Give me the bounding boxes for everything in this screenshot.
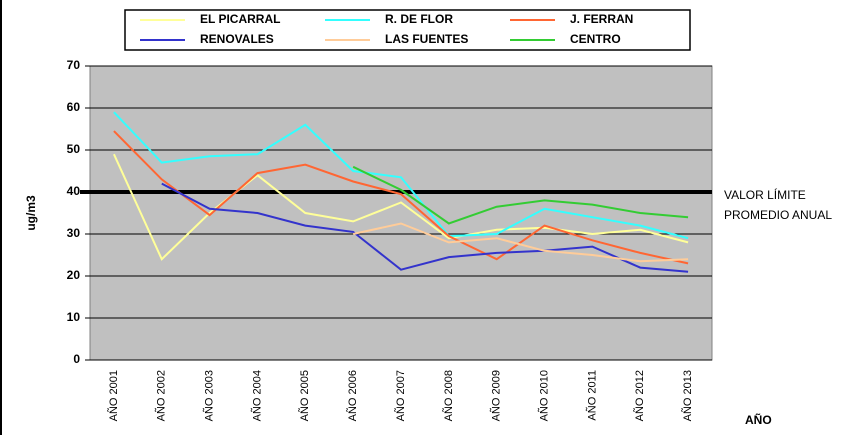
x-tick-label: AÑO 2011 xyxy=(585,370,598,421)
legend-label: J. FERRAN xyxy=(570,12,633,26)
annotation: VALOR LÍMITE xyxy=(724,187,806,202)
legend-label: CENTRO xyxy=(570,32,621,46)
x-tick-label: AÑO 2006 xyxy=(346,370,359,421)
series-line xyxy=(113,153,689,261)
x-tick-label: AÑO 2001 xyxy=(107,370,120,421)
y-tick-label: 30 xyxy=(67,226,81,240)
x-tick-label: AÑO 2002 xyxy=(155,370,168,421)
legend-label: EL PICARRAL xyxy=(200,12,280,26)
series-line xyxy=(352,222,689,263)
plot-area xyxy=(89,65,713,361)
x-tick-label: AÑO 2010 xyxy=(537,370,550,421)
annotation: PROMEDIO ANUAL xyxy=(724,208,832,222)
y-tick-label: 60 xyxy=(67,100,81,114)
legend-label: LAS FUENTES xyxy=(385,32,468,46)
x-tick-label: AÑO 2005 xyxy=(298,370,311,421)
legend-label: R. DE FLOR xyxy=(385,12,453,26)
y-tick-label: 20 xyxy=(67,268,81,282)
legend xyxy=(124,9,691,51)
y-tick-label: 10 xyxy=(67,310,81,324)
x-tick-label: AÑO 2004 xyxy=(250,370,263,421)
y-axis-label: ug/m3 xyxy=(24,195,38,231)
y-tick-label: 40 xyxy=(67,184,81,198)
x-tick-label: AÑO 2013 xyxy=(681,370,694,421)
x-axis-label: AÑO xyxy=(745,412,772,427)
series-line xyxy=(113,130,689,265)
x-tick-label: AÑO 2009 xyxy=(490,370,503,421)
legend-label: RENOVALES xyxy=(200,32,274,46)
series-line xyxy=(161,182,689,273)
y-tick-label: 0 xyxy=(73,352,80,366)
x-tick-label: AÑO 2007 xyxy=(394,370,407,421)
x-tick-label: AÑO 2003 xyxy=(203,370,216,421)
x-tick-label: AÑO 2012 xyxy=(633,370,646,421)
y-tick-label: 70 xyxy=(67,58,81,72)
y-tick-label: 50 xyxy=(67,142,81,156)
series-line xyxy=(352,165,689,225)
series-line xyxy=(113,111,689,240)
x-tick-label: AÑO 2008 xyxy=(442,370,455,421)
